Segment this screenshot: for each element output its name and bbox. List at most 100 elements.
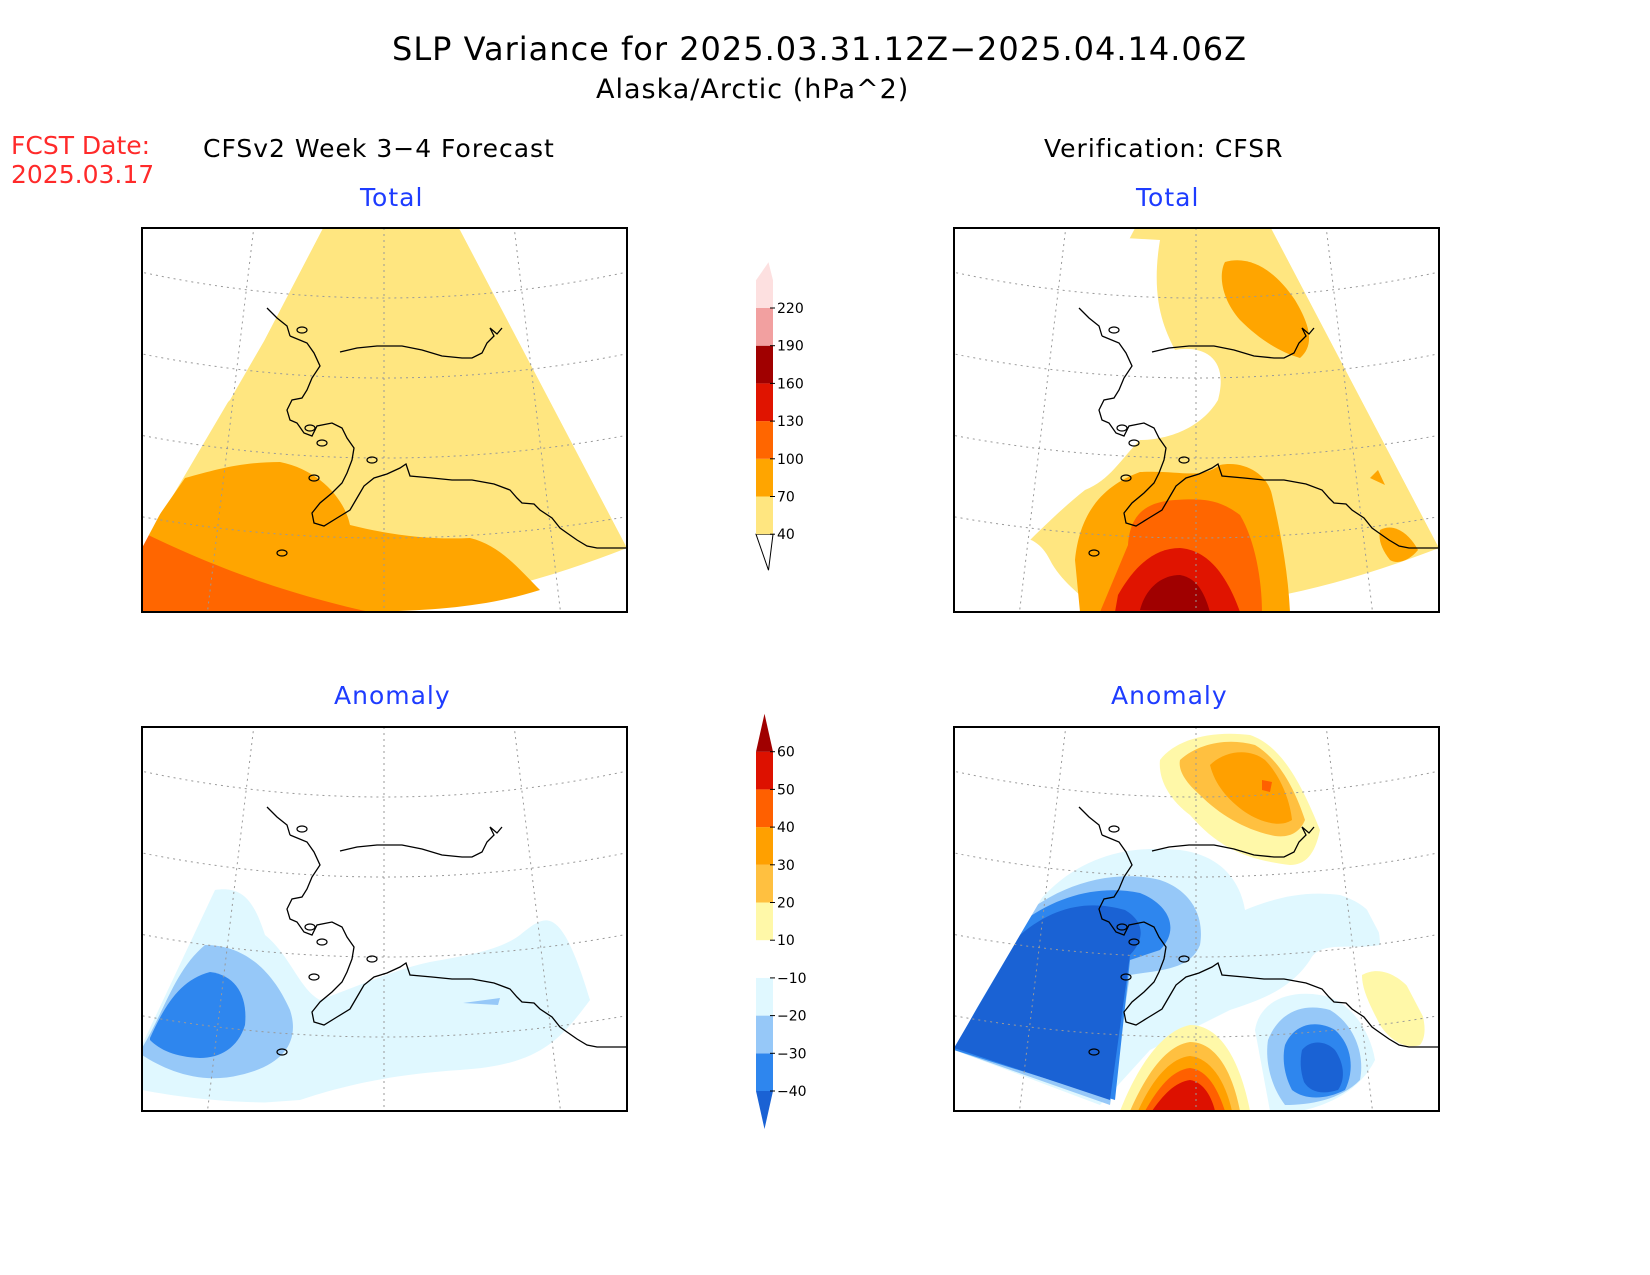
fill-blue-streak	[463, 998, 500, 1005]
map-overlay-3	[954, 727, 1439, 1111]
colorbar-anomaly-swatch	[756, 1053, 773, 1091]
panel-title-forecast-anomaly: Anomaly	[334, 681, 451, 710]
fcst-date-label: FCST Date:	[11, 131, 151, 160]
colorbar-total-label: 70	[777, 490, 795, 506]
island-outline	[1178, 955, 1190, 963]
colorbar-total-label: 100	[777, 452, 804, 468]
colorbar-anomaly: −40 −30 −20 −10 10 20 30 40 50 60	[756, 713, 807, 1129]
map-overlays	[142, 228, 1439, 1111]
fill-100-130	[142, 532, 370, 612]
frame-forecast-total	[141, 227, 628, 613]
colorbar-anomaly-label: 30	[777, 858, 795, 874]
colorbar-total-label: 190	[777, 339, 804, 355]
island-outline	[304, 923, 316, 931]
panel-title-verification-total: Total	[1136, 183, 1200, 212]
page-title: SLP Variance for 2025.03.31.12Z−2025.04.…	[392, 30, 1248, 68]
fcst-date-value: 2025.03.17	[11, 160, 155, 189]
colorbar-anomaly-label: 40	[777, 820, 795, 836]
colorbar-anomaly-swatch	[756, 940, 773, 978]
fill-40-50-dot	[1262, 780, 1272, 792]
island-outline	[1116, 923, 1128, 931]
colorbar-total-label: 220	[777, 301, 804, 317]
colorbar-anomaly-label: −40	[777, 1084, 807, 1100]
island-outline	[1128, 439, 1140, 447]
fill-lt-m40	[954, 905, 1141, 1100]
colorbar-total-swatch	[756, 458, 773, 497]
colorbar-anomaly-label: −10	[777, 971, 807, 987]
island-outline	[276, 549, 288, 557]
fill-30-40-north	[1210, 752, 1292, 824]
fill-m30-m40	[150, 972, 246, 1058]
blank-interior	[954, 228, 1221, 560]
colorbar-total-swatch	[756, 383, 773, 422]
fill-50-60-south	[1152, 1080, 1215, 1111]
island-outline	[366, 456, 378, 464]
column-title-forecast: CFSv2 Week 3−4 Forecast	[203, 134, 555, 163]
blank-interior-2	[954, 536, 1100, 612]
colorbar-anomaly-swatch	[756, 977, 773, 1016]
colorbar-total-swatch	[756, 345, 773, 384]
latitude-line	[954, 271, 1439, 299]
colorbar-anomaly-label: 50	[777, 782, 795, 798]
latitude-line	[142, 770, 627, 798]
fill-10-20-se	[1362, 971, 1425, 1047]
column-title-verification: Verification: CFSR	[1044, 134, 1284, 163]
colorbar-anomaly-swatch	[756, 827, 773, 865]
island-outline	[1108, 825, 1120, 833]
coastline	[266, 307, 627, 549]
coastline	[1078, 806, 1439, 1048]
island-outline	[316, 439, 328, 447]
island-outline	[1088, 549, 1100, 557]
colorbar-total-label: 40	[777, 527, 795, 543]
colorbar-total: 40 70 100 130 160 190 220	[755, 262, 804, 571]
coastline	[266, 806, 627, 1048]
island-outline	[296, 825, 308, 833]
blank-sector-edges	[954, 727, 1439, 1047]
colorbar-total-swatch	[756, 262, 773, 308]
latitude-line	[142, 271, 627, 299]
colorbar-anomaly-swatch	[756, 751, 773, 790]
blank-area-right	[459, 228, 627, 548]
panel-title-verification-anomaly: Anomaly	[1111, 681, 1228, 710]
colorbar-anomaly-swatch	[756, 1015, 773, 1054]
latitude-line	[954, 770, 1439, 798]
coastline	[1078, 307, 1439, 549]
colorbar-anomaly-label: 60	[777, 745, 795, 761]
island-outline	[1178, 456, 1190, 464]
fill-70-100-ne	[1221, 260, 1310, 358]
island-outline	[1120, 973, 1132, 981]
frame-verification-anomaly	[953, 726, 1440, 1112]
blank-bottom	[142, 1050, 627, 1111]
island-outline	[1120, 474, 1132, 482]
map-verification-anomaly	[954, 727, 1439, 1111]
colorbar-anomaly-label: 10	[777, 933, 795, 949]
island-outline	[308, 973, 320, 981]
island-outline	[1088, 1048, 1100, 1056]
colorbar-anomaly-label: 20	[777, 896, 795, 912]
island-outline	[1116, 424, 1128, 432]
island-outline	[316, 938, 328, 946]
fill-160-190	[1140, 575, 1210, 612]
island-outline	[276, 1048, 288, 1056]
colorbar-total-low-tip	[755, 533, 774, 571]
page-subtitle: Alaska/Arctic (hPa^2)	[596, 74, 910, 105]
fill-se-m40	[1300, 1042, 1343, 1093]
colorbar-anomaly-swatch	[756, 902, 773, 941]
colorbar-total-label: 160	[777, 376, 804, 392]
island-outline	[366, 955, 378, 963]
colorbar-total-swatch	[756, 421, 773, 459]
colorbar-total-swatch	[756, 308, 773, 346]
map-overlay-0	[142, 228, 627, 612]
island-outline	[308, 474, 320, 482]
map-overlay-1	[954, 228, 1439, 612]
panel-title-forecast-total: Total	[360, 183, 424, 212]
colorbar-anomaly-label: −20	[777, 1009, 807, 1025]
island-outline	[1128, 938, 1140, 946]
colorbar-anomaly-swatch	[756, 789, 773, 828]
colorbar-total-swatch	[756, 496, 773, 535]
blank-area	[142, 228, 323, 548]
map-overlay-2	[142, 727, 627, 1111]
frame-verification-total	[953, 227, 1440, 613]
fill-70-100-dot	[1370, 470, 1385, 485]
